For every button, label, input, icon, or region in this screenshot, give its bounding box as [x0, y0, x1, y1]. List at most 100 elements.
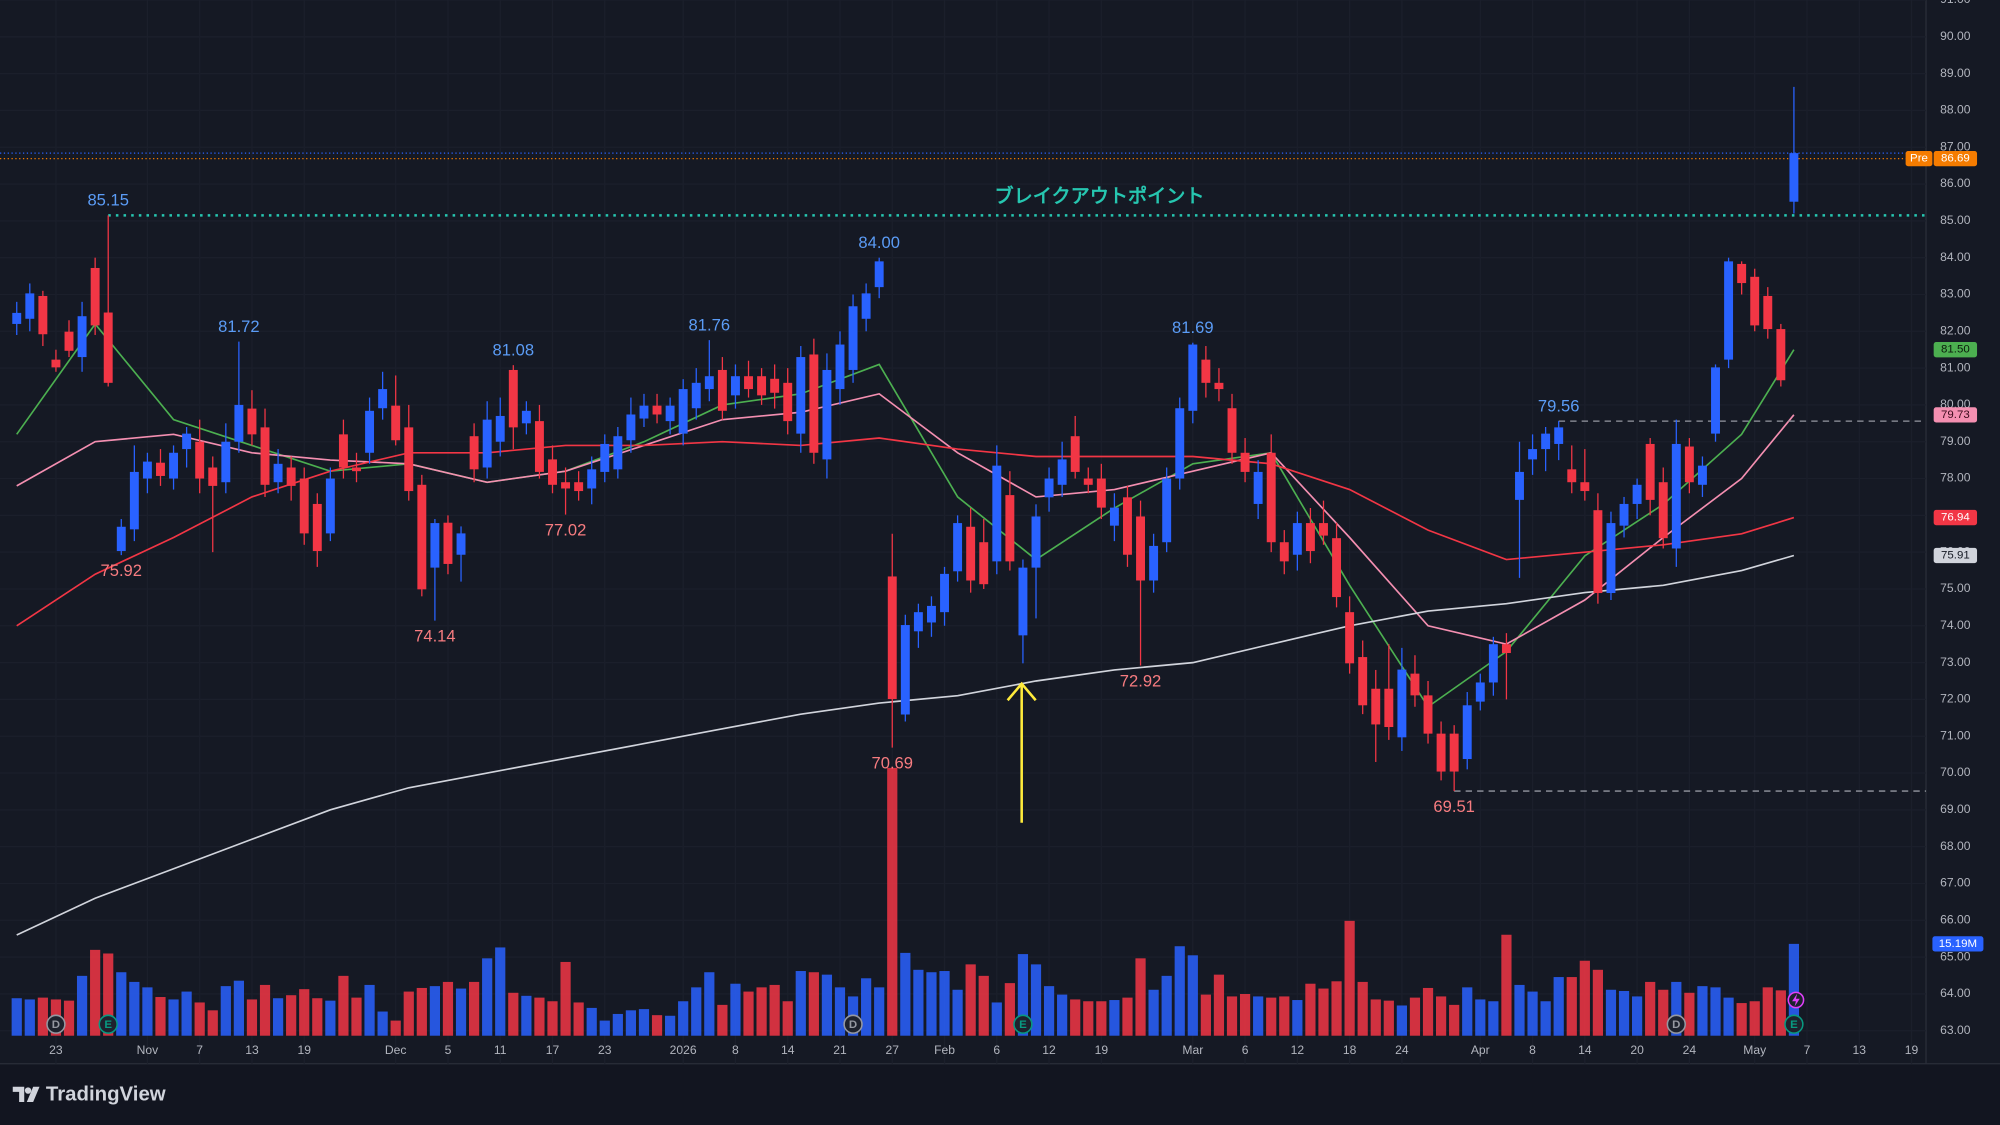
y-tick-label: 83.00 [1940, 287, 1971, 301]
volume-bar [1253, 996, 1264, 1036]
candle-body [195, 441, 205, 479]
volume-bar [521, 995, 532, 1036]
volume-bar [821, 974, 833, 1036]
y-tick-label: 84.00 [1940, 250, 1971, 264]
x-tick-label: Apr [1471, 1043, 1490, 1057]
candle-body [12, 312, 22, 324]
candle-body [1488, 644, 1498, 683]
volume-bar [1383, 1000, 1394, 1036]
candle-body [1096, 478, 1106, 508]
volume-bar [1187, 955, 1198, 1036]
x-tick-label: 19 [1095, 1043, 1109, 1057]
volume-bar [181, 991, 192, 1036]
candle-body [1724, 261, 1734, 360]
candle-body [1253, 471, 1263, 504]
event-label: E [104, 1019, 112, 1031]
candle-body [156, 462, 165, 476]
candle-body [1332, 538, 1342, 598]
volume-bar [495, 947, 506, 1036]
candle-body [926, 605, 936, 623]
volume-bar [769, 984, 780, 1036]
volume-bar [1462, 987, 1473, 1036]
volume-bar [468, 981, 480, 1036]
candle-body [1292, 523, 1302, 555]
ma-badge-text: 75.91 [1941, 550, 1970, 562]
candle-body [1619, 503, 1629, 526]
candle-body [953, 523, 963, 572]
candle-body [325, 478, 335, 534]
volume-bar [1305, 983, 1316, 1036]
arrow-head [1006, 681, 1037, 702]
candle-body [796, 357, 806, 434]
candle-body [940, 573, 949, 613]
candle-body [966, 526, 976, 581]
candle-body [1162, 478, 1172, 543]
volume-bar [939, 971, 950, 1036]
high-label: 85.15 [87, 191, 128, 210]
volume-bar [1004, 983, 1015, 1036]
candle-body [469, 436, 479, 470]
volume-bar [1618, 990, 1630, 1036]
candle-body [1279, 542, 1289, 562]
candle-body [77, 316, 87, 358]
y-tick-label: 71.00 [1940, 728, 1971, 742]
volume-bar [534, 997, 545, 1036]
volume-bar [547, 1001, 558, 1036]
x-tick-label: 2026 [670, 1043, 697, 1057]
high-label: 81.76 [689, 315, 731, 334]
volume-bar [1292, 1000, 1303, 1036]
volume-bar [1566, 977, 1577, 1036]
volume-bar [1762, 987, 1773, 1036]
alert-bolt [1792, 993, 1800, 1007]
x-tick-label: Dec [385, 1043, 407, 1057]
candles [12, 86, 1799, 792]
ma-badge-text: 79.73 [1941, 409, 1970, 421]
x-tick-label: 12 [1042, 1043, 1056, 1057]
y-tick-label: 89.00 [1940, 66, 1971, 80]
candle-body [521, 410, 531, 424]
volume-bar [1057, 994, 1068, 1036]
ma-badge [1933, 509, 1978, 526]
volume-bar [442, 981, 454, 1036]
volume-bar [612, 1013, 623, 1036]
logo-text: TradingView [46, 1083, 166, 1105]
volume-bar [429, 986, 440, 1036]
pre-market-tag-text: Pre [1910, 153, 1928, 165]
candle-body [1149, 545, 1159, 581]
candle-body [286, 467, 296, 486]
high-label: 81.08 [493, 341, 535, 360]
logo-dot [24, 1087, 32, 1094]
volume-bar [1357, 981, 1368, 1036]
low-label: 70.69 [872, 754, 914, 773]
candle-body [835, 344, 845, 390]
candle-body [1384, 688, 1394, 728]
candle-body [1711, 367, 1720, 434]
candle-body [1515, 471, 1524, 500]
candle-body [548, 459, 557, 485]
candle-body [848, 306, 858, 370]
candle-body [1371, 688, 1381, 725]
volume-bar [1749, 1001, 1760, 1036]
candle-body [744, 376, 753, 390]
volume-bar [1226, 996, 1238, 1036]
levels [0, 152, 1927, 792]
candle-body [704, 376, 714, 390]
volume-badge [1932, 936, 1984, 952]
high-label: 81.72 [218, 317, 260, 336]
volume-bar [416, 987, 427, 1036]
event-marker [1666, 1014, 1687, 1034]
candle-body [1109, 507, 1119, 526]
candle-body [25, 293, 35, 319]
volume-bar [1070, 999, 1081, 1036]
candle-body [116, 526, 126, 552]
volume-bar [560, 961, 571, 1036]
ma-badge [1933, 547, 1978, 564]
candle-body [234, 404, 244, 442]
candle-body [391, 405, 401, 441]
low-label: 77.02 [545, 521, 587, 540]
candle-body [417, 484, 427, 590]
pre-market-badge [1933, 151, 1978, 167]
